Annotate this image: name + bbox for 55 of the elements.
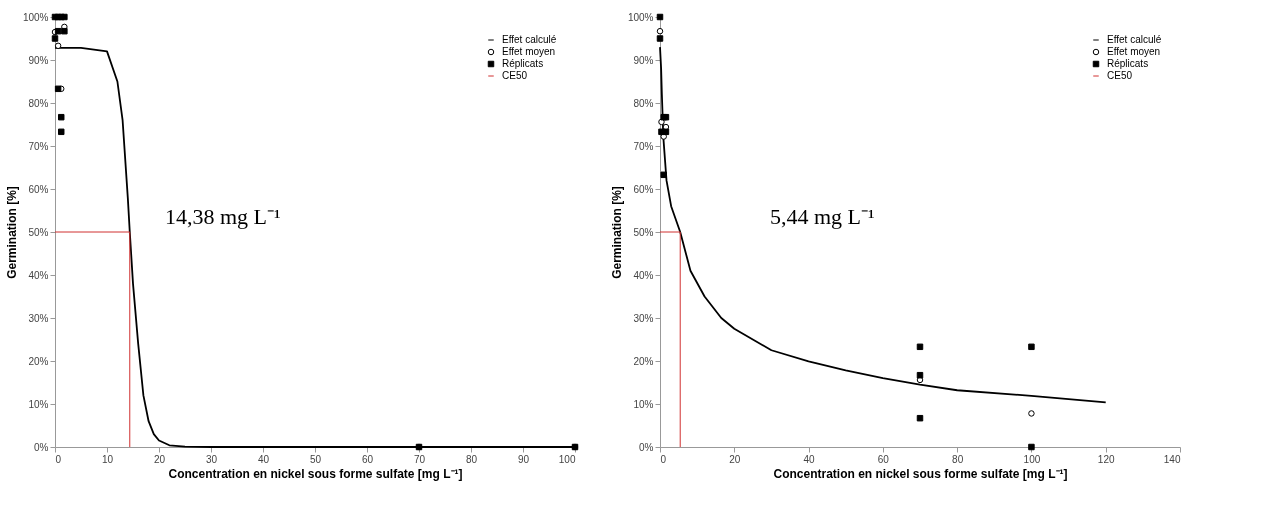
y-tick-label: 70% xyxy=(28,140,49,152)
legend-label: Effet moyen xyxy=(1107,46,1161,57)
legend-label: Réplicats xyxy=(502,58,544,69)
y-tick-label: 100% xyxy=(22,11,49,23)
x-tick-label: 20 xyxy=(153,453,166,465)
y-tick-label: 60% xyxy=(28,183,49,195)
x-axis-title: Concentration en nickel sous forme sulfate [mg L⁻¹] xyxy=(773,466,1068,481)
x-tick-label: 0 xyxy=(660,453,667,465)
legend-label: Effet moyen xyxy=(502,46,556,57)
y-tick-label: 30% xyxy=(633,312,654,324)
annotation: 5,44 mg L⁻¹ xyxy=(770,204,875,229)
x-tick-label: 120 xyxy=(1097,453,1115,465)
x-tick-label: 140 xyxy=(1163,453,1181,465)
x-tick-label: 90 xyxy=(517,453,530,465)
x-tick-label: 20 xyxy=(729,453,741,465)
y-tick-label: 0% xyxy=(639,441,654,453)
x-tick-label: 100 xyxy=(558,453,576,465)
y-tick-label: 80% xyxy=(28,97,49,109)
y-tick-label: 90% xyxy=(633,54,654,66)
x-tick-label: 80 xyxy=(952,453,964,465)
legend-label: Effet calculé xyxy=(502,34,557,45)
x-tick-label: 100 xyxy=(1023,453,1041,465)
x-tick-label: 10 xyxy=(101,453,114,465)
y-tick-label: 50% xyxy=(28,226,49,238)
y-tick-label: 10% xyxy=(28,398,49,410)
legend-label: CE50 xyxy=(502,70,528,81)
x-tick-label: 50 xyxy=(309,453,322,465)
x-tick-label: 30 xyxy=(205,453,218,465)
x-tick-label: 80 xyxy=(465,453,478,465)
legend-label: Réplicats xyxy=(1107,58,1149,69)
x-tick-label: 60 xyxy=(877,453,890,465)
y-tick-label: 30% xyxy=(28,312,49,324)
y-tick-label: 100% xyxy=(627,11,654,23)
x-axis-title: Concentration en nickel sous forme sulfate [mg L⁻¹] xyxy=(168,466,463,481)
y-tick-label: 20% xyxy=(633,355,654,367)
x-tick-label: 70 xyxy=(413,453,426,465)
y-tick-label: 20% xyxy=(28,355,49,367)
legend-label: Effet calculé xyxy=(1107,34,1162,45)
y-tick-label: 70% xyxy=(633,140,654,152)
y-tick-label: 10% xyxy=(633,398,654,410)
x-tick-label: 60 xyxy=(361,453,374,465)
x-tick-label: 40 xyxy=(803,453,816,465)
y-tick-label: 80% xyxy=(633,97,654,109)
y-tick-label: 40% xyxy=(28,269,49,281)
y-tick-label: 60% xyxy=(633,183,654,195)
y-axis-title: Germination [%] xyxy=(4,186,19,279)
y-tick-label: 0% xyxy=(34,441,49,453)
y-tick-label: 90% xyxy=(28,54,49,66)
x-tick-label: 0 xyxy=(55,453,62,465)
annotation: 14,38 mg L⁻¹ xyxy=(165,204,281,229)
y-axis-title: Germination [%] xyxy=(609,186,624,279)
y-tick-label: 40% xyxy=(633,269,654,281)
legend-label: CE50 xyxy=(1107,70,1133,81)
y-tick-label: 50% xyxy=(633,226,654,238)
x-tick-label: 40 xyxy=(257,453,270,465)
